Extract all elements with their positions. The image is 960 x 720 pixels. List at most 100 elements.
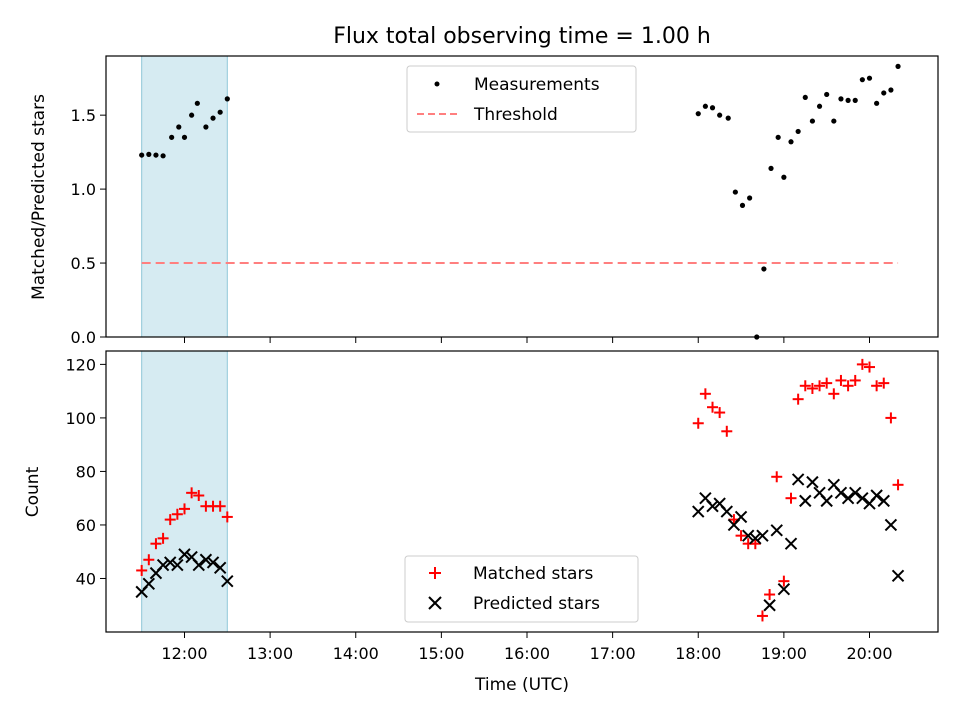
legend-measurements-marker [434,81,440,87]
measurement-point [146,151,152,157]
measurement-point [838,96,844,102]
predicted-star-point [784,537,798,550]
measurement-point [788,139,794,145]
x-stroke-b [178,548,191,561]
bottom-legend-box [404,555,639,623]
top-panel: 0.0 0.5 1.0 1.5 Matched/Predicted stars Mea… [29,55,939,347]
predicted-star-point [763,599,776,612]
matched-star-point [143,554,155,566]
y-tick-label: 1.5 [71,106,96,125]
predicted-star-point [720,505,733,518]
predicted-star-point [791,473,805,486]
measurement-point [217,109,223,115]
measurement-point [695,111,701,117]
x-stroke-b [156,558,170,572]
legend-measurements-label: Measurements [474,75,600,95]
predicted-star-point [199,553,213,566]
measurement-point [747,195,753,201]
shaded-time-span [141,350,228,633]
measurement-point [194,100,200,106]
measurement-point [859,77,865,83]
matched-star-point [863,361,875,373]
x-stroke-b [891,569,905,583]
chart-title: Flux total observing time = 1.00 h [333,24,711,49]
measurement-point [203,124,209,130]
x-tick-label: 19:00 [761,644,807,663]
x-stroke-b [784,537,798,550]
legend-matched-label: Matched stars [473,564,593,584]
measurement-point [795,128,801,135]
matched-star-point [814,380,826,392]
x-tick-label: 18:00 [675,644,721,663]
x-tick-label: 14:00 [333,644,379,663]
predicted-star-point [856,491,869,505]
x-stroke-b [834,486,848,500]
matched-star-point [749,538,761,550]
measurement-point [824,91,830,98]
x-stroke-b [706,500,719,513]
predicted-star-point [192,558,205,572]
x-stroke-b [221,574,234,588]
matched-star-point [714,407,726,419]
x-tick-label: 15:00 [418,644,464,663]
matched-star-point [178,503,190,515]
matched-star-point [892,479,904,491]
predicted-star-point [820,494,833,508]
measurement-point [725,115,731,121]
predicted-star-point [799,494,812,508]
measurement-point [739,202,746,208]
x-tick-label: 12:00 [161,644,207,663]
predicted-star-point [870,489,883,502]
x-stroke-b [749,532,762,545]
measurement-point [845,97,851,103]
matched-star-point [856,358,868,370]
measurement-point [176,124,182,130]
x-stroke-b [777,582,791,596]
measurement-point [874,100,880,106]
legend-matched-marker [429,567,441,579]
x-stroke-b [756,529,769,542]
bottom-panel: 40 60 80 100 120 12:00 13:00 14:00 15:00 16:00 17:… [23,350,939,695]
matched-star-point [221,511,233,523]
predicted-star-point [156,558,170,572]
y-tick-label: 0.5 [71,254,96,273]
x-stroke-b [799,494,812,508]
measurement-point [866,75,873,81]
x-stroke-b [164,556,177,569]
x-stroke-b [813,486,826,500]
x-stroke-b [884,518,898,532]
matched-star-point [735,530,747,542]
matched-star-point [699,388,711,400]
matched-star-point [799,380,811,392]
x-stroke-b [856,491,869,505]
measurement-point [732,189,738,195]
predicted-star-point [164,556,177,569]
measurement-point [895,63,901,69]
matched-star-point [885,412,897,424]
measurement-point [775,134,781,140]
x-tick-label: 17:00 [590,644,636,663]
top-y-axis-label: Matched/Predicted stars [29,94,49,300]
matched-star-point [164,514,176,526]
x-stroke-b [734,510,748,524]
measurement-point [717,112,723,118]
predicted-star-point [877,494,890,508]
matched-star-point [871,380,883,392]
predicted-star-point [213,561,227,574]
x-tick-label: 16:00 [504,644,550,663]
x-stroke-b [692,505,705,518]
matched-star-point [764,589,776,601]
matched-star-point [878,377,890,389]
matched-star-point [849,374,861,386]
predicted-star-point [891,569,905,583]
matched-star-point [821,377,833,389]
predicted-star-point [706,500,719,513]
matched-star-point [778,575,790,587]
y-tick-label: 80 [76,462,96,481]
y-tick-label: 1.0 [71,180,96,199]
x-stroke-b [820,494,833,508]
predicted-star-point [692,505,705,518]
matched-star-point [806,382,818,394]
predicted-star-point [849,486,862,500]
top-legend: Measurements Threshold [406,65,637,133]
